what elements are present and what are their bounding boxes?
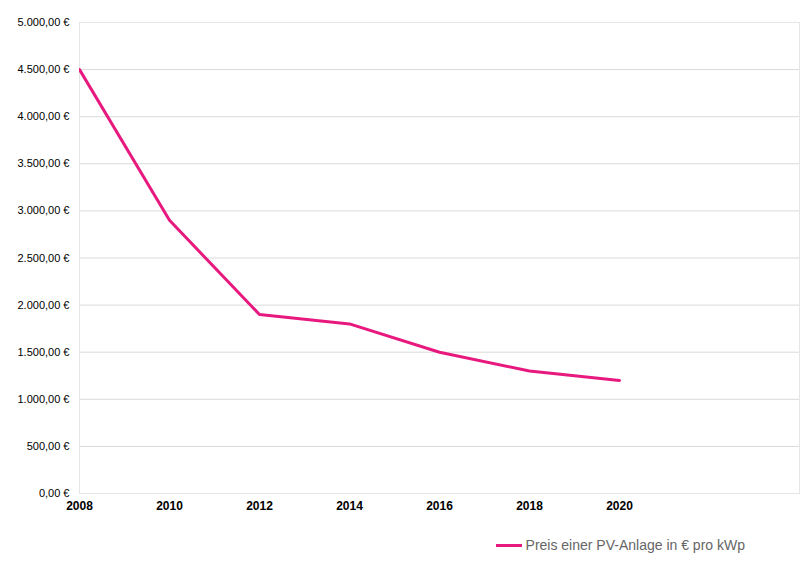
svg-text:2010: 2010	[156, 499, 183, 513]
svg-text:2016: 2016	[426, 499, 453, 513]
svg-text:2014: 2014	[336, 499, 363, 513]
svg-text:2.000,00 €: 2.000,00 €	[18, 299, 70, 311]
svg-text:3.500,00 €: 3.500,00 €	[18, 157, 70, 169]
svg-text:4.000,00 €: 4.000,00 €	[18, 110, 70, 122]
svg-text:3.000,00 €: 3.000,00 €	[18, 204, 70, 216]
svg-text:5.000,00 €: 5.000,00 €	[18, 16, 70, 28]
svg-text:4.500,00 €: 4.500,00 €	[18, 63, 70, 75]
svg-text:1.500,00 €: 1.500,00 €	[18, 346, 70, 358]
svg-text:1.000,00 €: 1.000,00 €	[18, 393, 70, 405]
svg-text:2012: 2012	[246, 499, 273, 513]
svg-text:500,00 €: 500,00 €	[27, 440, 70, 452]
svg-text:2.500,00 €: 2.500,00 €	[18, 252, 70, 264]
svg-text:0,00 €: 0,00 €	[39, 487, 70, 499]
svg-text:2008: 2008	[66, 499, 93, 513]
svg-text:2018: 2018	[516, 499, 543, 513]
svg-text:2020: 2020	[606, 499, 633, 513]
html-text:Preis einer PV-Anlage in € pro: Preis einer PV-Anlage in € pro kWp	[525, 537, 745, 553]
